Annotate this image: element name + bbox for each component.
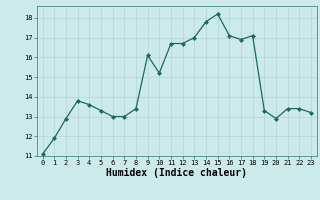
X-axis label: Humidex (Indice chaleur): Humidex (Indice chaleur)	[106, 168, 247, 178]
